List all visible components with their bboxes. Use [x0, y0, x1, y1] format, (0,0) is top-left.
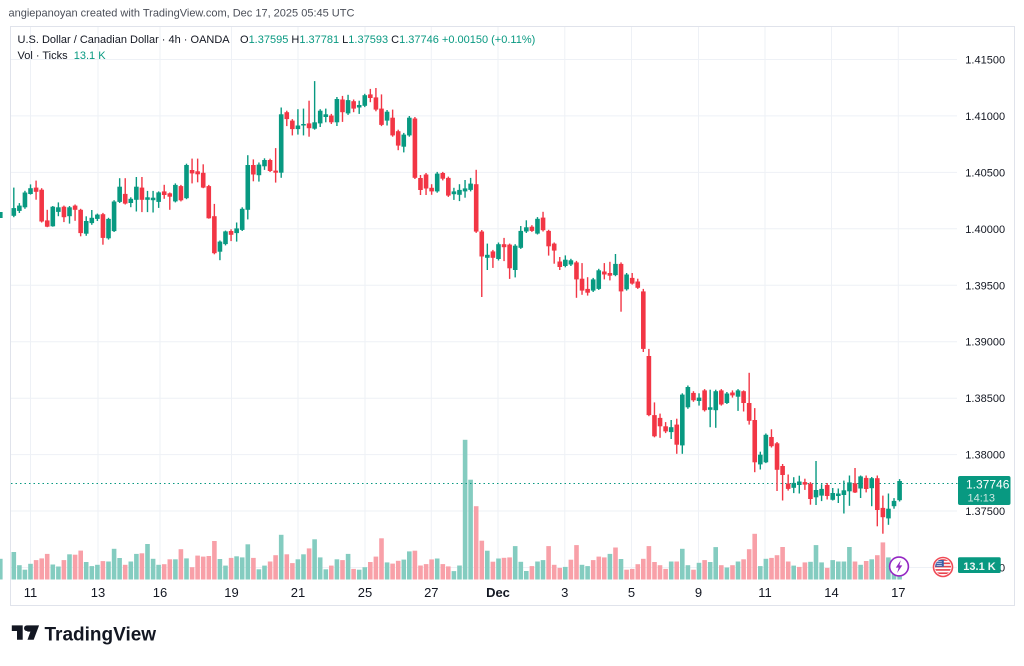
svg-text:27: 27 — [424, 585, 438, 600]
svg-text:Dec: Dec — [486, 585, 510, 600]
svg-text:11: 11 — [758, 585, 772, 600]
svg-text:1.38500: 1.38500 — [965, 393, 1005, 405]
svg-text:14:13: 14:13 — [968, 493, 996, 505]
svg-text:13: 13 — [91, 585, 105, 600]
svg-text:1.37500: 1.37500 — [965, 506, 1005, 518]
svg-text:angiepanoyan created with Trad: angiepanoyan created with TradingView.co… — [9, 8, 355, 20]
svg-text:1.40500: 1.40500 — [965, 167, 1005, 179]
svg-text:14: 14 — [824, 585, 838, 600]
svg-text:1.39500: 1.39500 — [965, 280, 1005, 292]
svg-text:1.40000: 1.40000 — [965, 224, 1005, 236]
svg-text:3: 3 — [561, 585, 568, 600]
svg-text:1.39000: 1.39000 — [965, 337, 1005, 349]
svg-text:25: 25 — [358, 585, 372, 600]
svg-text:16: 16 — [153, 585, 167, 600]
svg-text:U.S. Dollar / Canadian Dollar: U.S. Dollar / Canadian Dollar · 4h · OAN… — [18, 34, 231, 46]
svg-text:Vol · Ticks 13.1 K: Vol · Ticks 13.1 K — [18, 50, 107, 62]
svg-text:5: 5 — [628, 585, 635, 600]
svg-text:O1.37595 H1.37781 L1.37593 C1.: O1.37595 H1.37781 L1.37593 C1.37746 +0.0… — [240, 34, 535, 46]
svg-text:11: 11 — [24, 585, 38, 600]
svg-text:1.41500: 1.41500 — [965, 55, 1005, 67]
svg-text:1.37746: 1.37746 — [966, 478, 1010, 492]
svg-text:17: 17 — [891, 585, 905, 600]
svg-text:TradingView: TradingView — [45, 625, 157, 646]
svg-text:21: 21 — [291, 585, 305, 600]
svg-text:9: 9 — [695, 585, 702, 600]
svg-text:19: 19 — [224, 585, 238, 600]
svg-text:1.41000: 1.41000 — [965, 111, 1005, 123]
svg-text:13.1 K: 13.1 K — [963, 561, 995, 573]
svg-text:1.38000: 1.38000 — [965, 450, 1005, 462]
